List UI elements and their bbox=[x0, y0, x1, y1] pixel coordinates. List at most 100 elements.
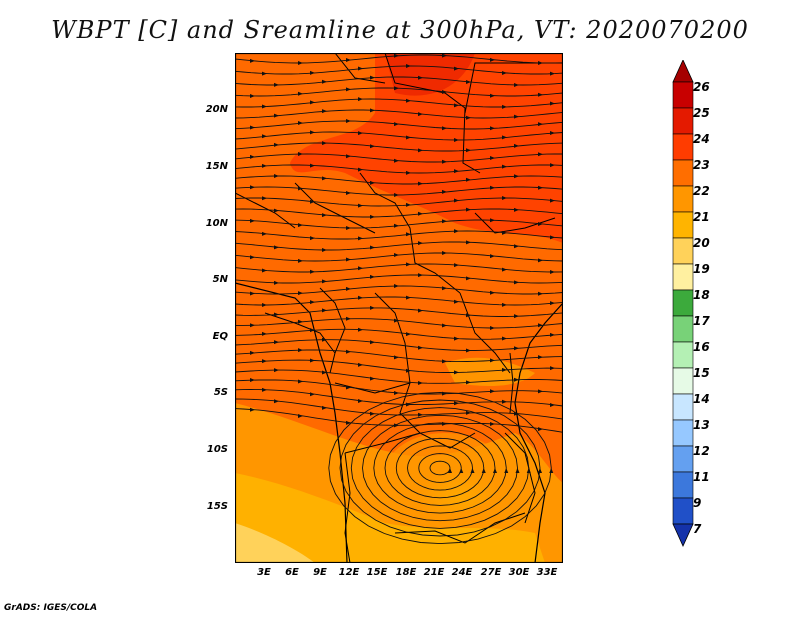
streamline-arrow bbox=[310, 269, 315, 274]
streamline-arrow bbox=[274, 280, 279, 285]
streamline-arrow bbox=[538, 323, 543, 328]
streamline-arrow bbox=[442, 286, 447, 291]
streamline-arrow bbox=[298, 319, 303, 324]
streamline-arrow bbox=[418, 381, 423, 386]
streamline-arrow bbox=[310, 199, 315, 204]
streamline bbox=[235, 349, 563, 363]
lon-label-27e: 27E bbox=[480, 567, 502, 578]
streamline bbox=[235, 208, 563, 218]
lat-label-10s: 10S bbox=[206, 444, 228, 455]
streamline-arrow bbox=[502, 336, 507, 341]
streamline-arrow bbox=[550, 71, 555, 76]
streamline-arrow bbox=[454, 263, 459, 268]
streamline-arrow bbox=[322, 279, 327, 284]
streamline bbox=[235, 219, 563, 229]
streamline-arrow bbox=[262, 196, 267, 201]
streamline-arrow bbox=[346, 57, 351, 62]
streamline-arrow bbox=[358, 97, 363, 102]
streamline-arrow bbox=[550, 269, 555, 274]
streamline-arrow bbox=[370, 340, 375, 345]
streamline-arrow bbox=[490, 93, 495, 98]
streamline-arrow bbox=[394, 86, 399, 91]
streamline bbox=[235, 296, 563, 306]
streamline-arrow bbox=[502, 164, 507, 169]
streamline-arrow bbox=[310, 70, 315, 75]
lat-label-10n: 10N bbox=[205, 218, 228, 229]
streamline-arrow bbox=[550, 101, 555, 106]
streamline-arrow bbox=[370, 108, 375, 113]
streamline-arrow bbox=[274, 368, 279, 373]
streamline-arrow bbox=[358, 66, 363, 71]
border-path bbox=[384, 53, 481, 174]
colorbar-label: 11 bbox=[693, 470, 710, 484]
colorbar-label: 23 bbox=[693, 158, 710, 172]
streamline-arrow bbox=[322, 370, 327, 375]
colorbar-label: 12 bbox=[693, 444, 710, 458]
wbpt-field-20-south bbox=[235, 473, 545, 563]
colorbar-label: 19 bbox=[693, 262, 710, 276]
wbpt-field-24-north bbox=[290, 53, 563, 243]
colorbar-label: 13 bbox=[693, 418, 710, 432]
streamline-arrow bbox=[370, 180, 375, 185]
streamline-arrow bbox=[250, 125, 255, 130]
streamline-arrow bbox=[262, 331, 267, 336]
streamline-arrow bbox=[514, 314, 519, 319]
streamline-arrow bbox=[394, 284, 399, 289]
streamline-arrow bbox=[358, 266, 363, 271]
streamline-arrow bbox=[538, 60, 543, 65]
streamline-arrow bbox=[262, 163, 267, 168]
streamline-arrow bbox=[490, 155, 495, 160]
streamline bbox=[384, 430, 496, 506]
streamline-arrow bbox=[274, 142, 279, 147]
streamline-arrow bbox=[406, 402, 411, 407]
streamline-arrow bbox=[459, 468, 464, 473]
streamline-arrow bbox=[346, 420, 351, 425]
streamline-arrow bbox=[502, 70, 507, 75]
coastline bbox=[514, 302, 563, 563]
streamline-arrow bbox=[322, 405, 327, 410]
streamline-arrow bbox=[310, 130, 315, 135]
streamline-arrow bbox=[370, 411, 375, 416]
streamline-arrow bbox=[274, 340, 279, 345]
streamline-arrow bbox=[298, 60, 303, 65]
streamline-arrow bbox=[490, 254, 495, 259]
streamline-arrow bbox=[406, 98, 411, 103]
streamline-arrow bbox=[493, 468, 497, 473]
streamline-arrow bbox=[442, 53, 447, 58]
streamline bbox=[235, 328, 563, 340]
streamline-arrow bbox=[418, 112, 423, 117]
streamline-arrow bbox=[346, 349, 351, 354]
streamline-arrow bbox=[442, 391, 447, 396]
streamline-arrow bbox=[250, 255, 255, 260]
colorbar-swatch bbox=[672, 263, 694, 291]
border-path bbox=[459, 292, 511, 374]
streamline-arrow bbox=[262, 231, 267, 236]
streamline bbox=[235, 54, 563, 64]
streamline bbox=[235, 76, 563, 86]
streamline-arrow bbox=[442, 251, 447, 256]
streamline-arrow bbox=[454, 229, 459, 234]
streamline-arrow bbox=[442, 189, 447, 194]
streamline-arrow bbox=[322, 141, 327, 146]
streamline-arrow bbox=[298, 348, 303, 353]
streamline-arrow bbox=[250, 218, 255, 223]
streamline-arrow bbox=[394, 252, 399, 257]
colorbar-swatch bbox=[672, 497, 694, 525]
streamline-arrow bbox=[454, 103, 459, 108]
colorbar-swatch bbox=[672, 471, 694, 499]
streamline bbox=[235, 318, 563, 329]
colorbar-arrow-top bbox=[672, 60, 694, 83]
streamline-arrow bbox=[538, 185, 543, 190]
streamline-arrow bbox=[298, 152, 303, 157]
lon-label-3e: 3E bbox=[257, 567, 271, 578]
streamline-arrow bbox=[454, 336, 459, 341]
streamline-arrow bbox=[250, 93, 255, 98]
streamline-arrow bbox=[466, 148, 471, 153]
colorbar-label: 21 bbox=[693, 210, 710, 224]
streamline-arrow bbox=[466, 410, 471, 415]
lon-label-33e: 33E bbox=[536, 567, 558, 578]
streamline-arrow bbox=[298, 379, 303, 384]
streamline-arrow bbox=[442, 126, 447, 131]
streamline-arrow bbox=[454, 137, 459, 142]
colorbar-label: 22 bbox=[693, 184, 710, 198]
